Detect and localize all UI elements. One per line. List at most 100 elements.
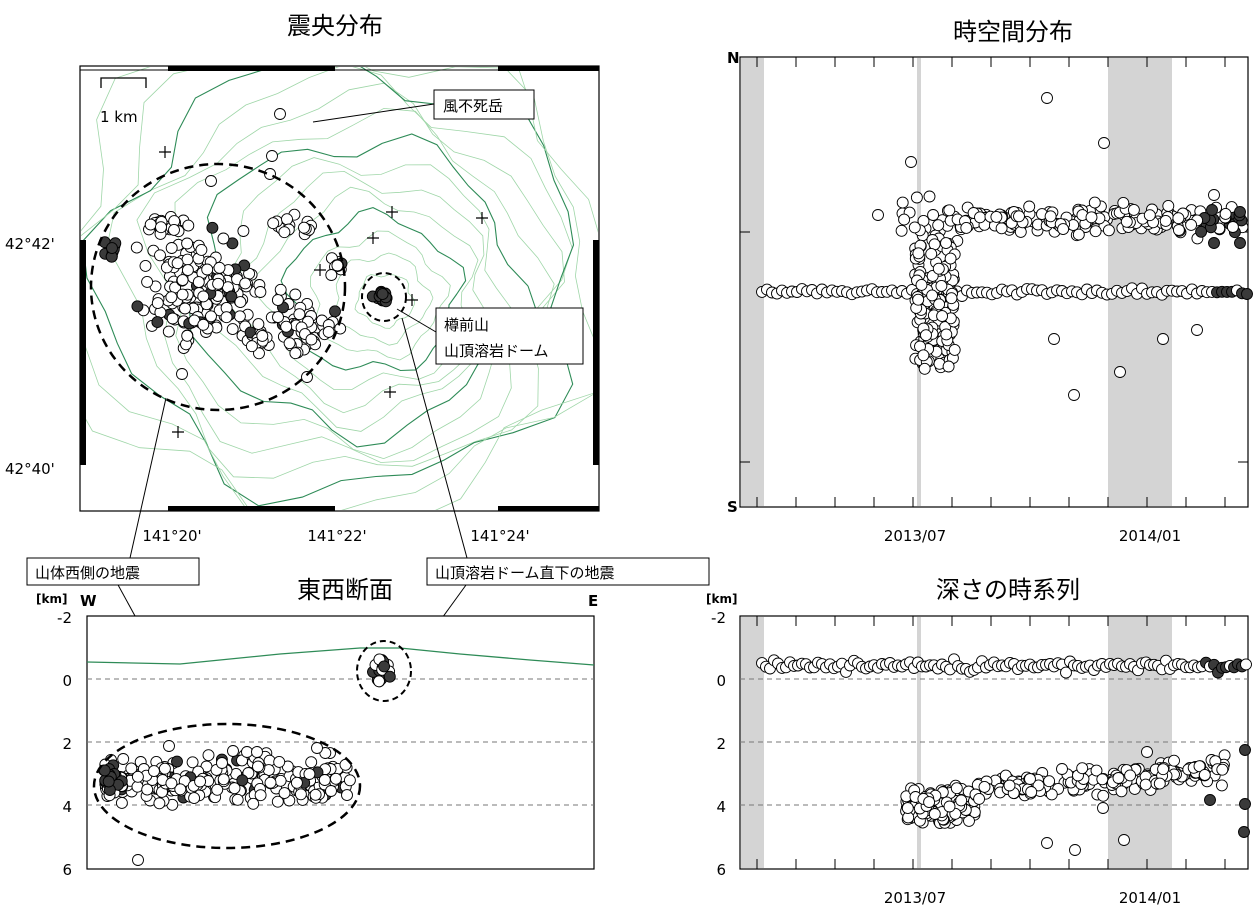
dt-event (1024, 773, 1036, 785)
hypocenter (194, 775, 207, 788)
hypocenter (115, 796, 128, 809)
st-event (1120, 215, 1133, 228)
hypocenter (211, 783, 224, 796)
st-event (942, 360, 955, 373)
epicenter (165, 291, 178, 304)
dt-unit: [km] (706, 592, 737, 606)
st-event (1206, 204, 1218, 216)
epicenter (239, 277, 252, 290)
dt-event (1069, 844, 1081, 856)
dt-event (1238, 826, 1250, 838)
st-event (912, 293, 925, 306)
epicenter (254, 286, 267, 298)
hypocenter (174, 783, 187, 796)
hypocenter (329, 772, 342, 785)
st-event (915, 278, 928, 291)
epicenter (253, 347, 265, 360)
st-title: 時空間分布 (953, 18, 1073, 46)
st-event (920, 329, 932, 342)
dt-event (1141, 746, 1153, 758)
dt-event (928, 808, 941, 820)
hypocenter (254, 789, 267, 802)
dt-event (1157, 763, 1170, 776)
dome-label-box (435, 307, 584, 365)
st-event (1234, 206, 1246, 218)
scale-label: 1 km (100, 108, 138, 126)
st-event (1085, 211, 1098, 224)
contour-line (332, 252, 434, 346)
hypocenter (163, 740, 175, 752)
dt-event (1096, 773, 1109, 786)
contour-line (81, 67, 598, 510)
west-callout: 山体西側の地震 (35, 564, 140, 582)
st-events (756, 92, 1253, 401)
dome-hypocenter (378, 660, 391, 673)
hypocenter (186, 756, 199, 769)
dt-ytick-5: 6 (716, 861, 726, 879)
peak-leader (312, 103, 435, 123)
station-marker (386, 206, 398, 218)
dome-label-2: 山頂溶岩ドーム (444, 342, 549, 360)
dt-event (978, 780, 991, 793)
xs-dome-ellipse (356, 640, 412, 702)
epicenter (301, 371, 313, 383)
epicenter (205, 175, 217, 187)
hypocenter (188, 792, 201, 805)
st-event (1127, 203, 1140, 216)
st-event (1023, 200, 1036, 213)
xs-topography (86, 647, 595, 666)
dt-title: 深さの時系列 (936, 576, 1080, 604)
peak-label: 風不死岳 (443, 97, 503, 115)
dt-event (955, 794, 968, 807)
epicenter (226, 323, 239, 336)
st-event (1088, 196, 1101, 209)
contour-line (354, 274, 415, 329)
hypocenter (271, 795, 284, 808)
lon-tick-1: 141°20' (142, 527, 201, 545)
dt-ytick-1: -2 (711, 609, 726, 627)
epicenter (266, 150, 278, 162)
st-south: S (727, 498, 738, 516)
dt-event (1216, 763, 1229, 776)
dt-event (950, 782, 963, 795)
scale-bar (100, 77, 147, 88)
st-event (1208, 237, 1220, 249)
epicenter (289, 288, 302, 301)
st-event (1172, 224, 1185, 236)
dome-hypocenter (383, 670, 396, 683)
xs-ytick-4: 4 (62, 798, 72, 816)
epicenter (171, 257, 184, 270)
dt-event (1239, 744, 1251, 756)
st-event (945, 292, 958, 305)
depth-time-panel (739, 615, 1252, 870)
st-event (1044, 210, 1057, 223)
dome-callout-box (426, 557, 710, 586)
peak-label-box (433, 89, 535, 120)
epicenter (195, 243, 208, 256)
map-right-bar (593, 240, 599, 465)
epicenter (197, 318, 210, 331)
west-leader-up (129, 397, 167, 559)
dt-xtick-1: 2013/07 (884, 889, 946, 907)
hypocenter (227, 745, 239, 757)
hypocenter (153, 797, 166, 810)
epicenter (271, 294, 284, 307)
st-event (1048, 333, 1060, 345)
hypocenter (343, 774, 356, 787)
hypocenter (294, 788, 307, 801)
epicenter (245, 340, 258, 353)
xs-hypocenters (98, 653, 396, 866)
hypocenter (273, 755, 286, 768)
st-event (912, 247, 925, 260)
st-event (948, 343, 961, 356)
dt-event (1124, 769, 1137, 782)
st-event (1041, 92, 1053, 104)
st-event (1089, 225, 1102, 238)
hypocenter (303, 768, 316, 780)
dt-event (1118, 834, 1130, 846)
hypocenter (165, 777, 178, 790)
hypocenter (125, 762, 138, 775)
st-event (1226, 221, 1239, 233)
epicenter (139, 259, 152, 272)
